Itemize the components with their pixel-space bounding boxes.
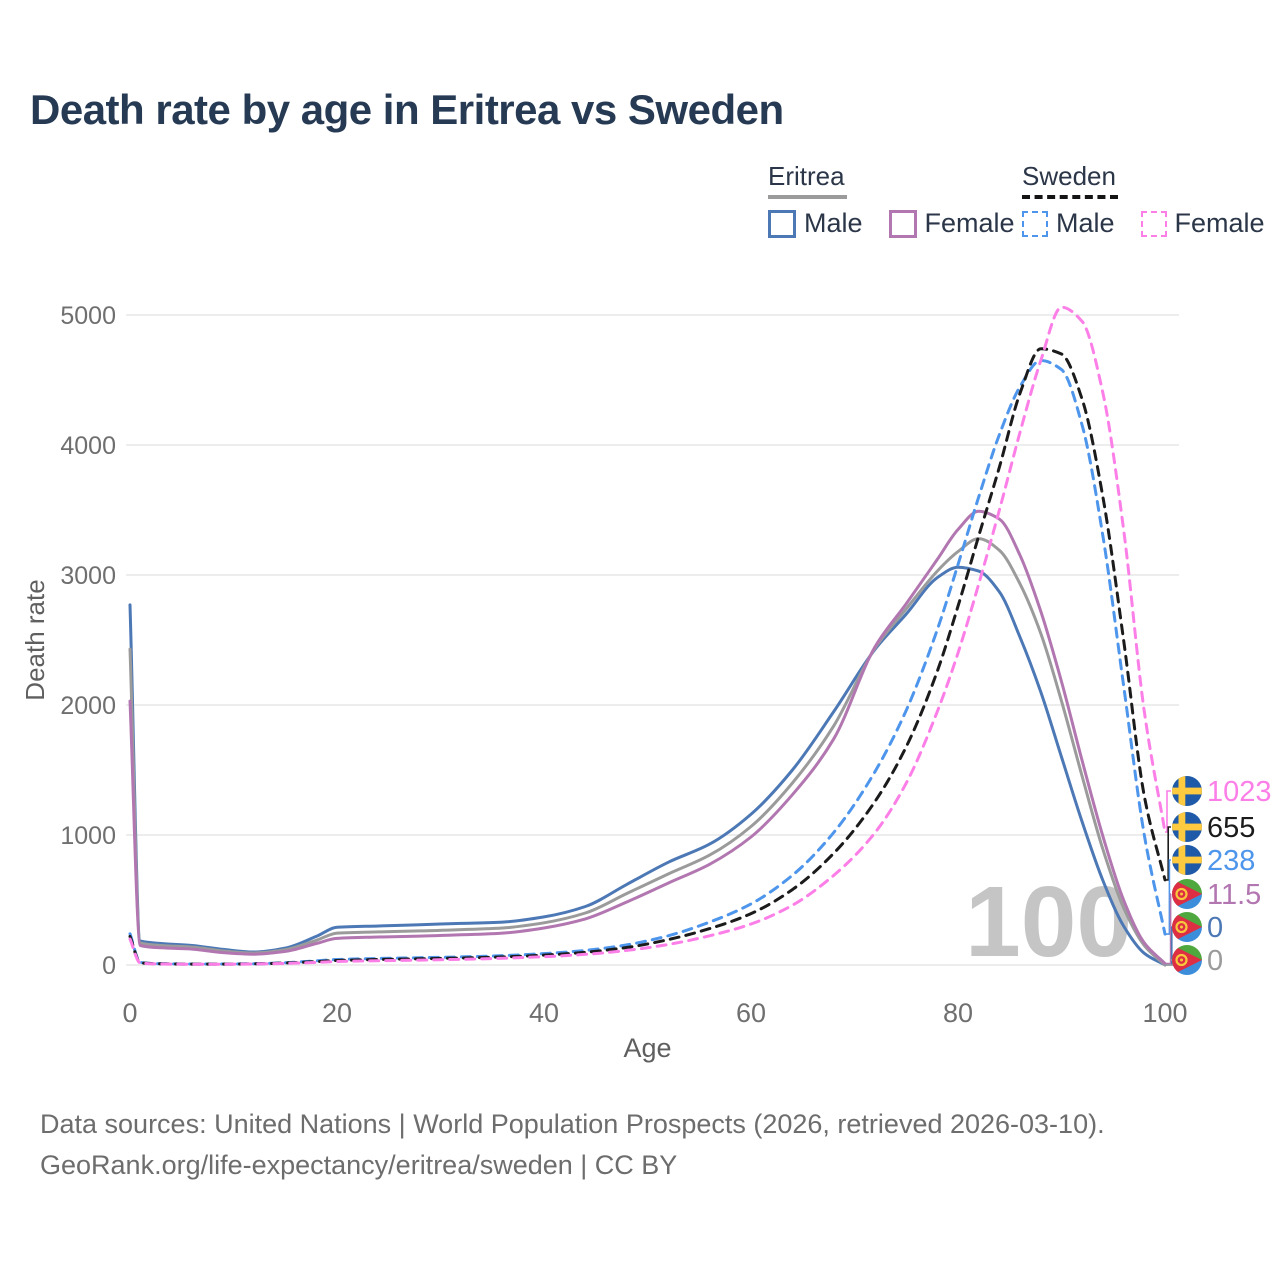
page-title: Death rate by age in Eritrea vs Sweden [30,86,784,133]
end-label-connector-sweden-female [1165,790,1171,833]
legend-eritrea-items: Male Female [768,208,1015,239]
end-label-connector-eritrea-female [1165,893,1172,965]
eritrea-female-swatch-icon [888,209,917,238]
eritrea-flag-icon [1172,945,1202,975]
y-axis-label: Death rate [20,579,50,700]
y-tick-5000: 5000 [60,302,116,330]
end-label-value: 0 [1207,912,1223,944]
x-tick-20: 20 [322,998,352,1028]
y-tick-2000: 2000 [60,692,116,720]
legend-group-sweden: Sweden Male Female [1022,161,1265,239]
end-label-value: 0 [1207,945,1223,977]
end-label-eritrea-both: 0 [1172,945,1223,977]
sweden-flag-icon [1172,812,1202,842]
end-label-sweden-both: 655 [1172,812,1255,844]
y-tick-1000: 1000 [60,822,116,850]
legend-label-eritrea-female: Female [924,208,1015,238]
end-label-connector-sweden-male [1165,859,1171,935]
sweden-male-swatch-icon [1022,210,1048,237]
legend-group-eritrea: Eritrea Male Female [768,161,1015,239]
x-tick-80: 80 [943,998,973,1028]
series-line-sweden-female [128,305,1167,966]
legend-sweden-header[interactable]: Sweden [1022,161,1118,199]
x-tick-60: 60 [736,998,766,1028]
eritrea-male-swatch-icon [768,209,796,238]
end-label-value: 238 [1207,845,1255,877]
legend-sweden-items: Male Female [1022,208,1265,239]
legend-item-eritrea-male[interactable]: Male [768,208,863,239]
series-line-eritrea-female [128,509,1167,965]
eritrea-flag-icon [1172,879,1202,909]
end-label-value: 1023 [1207,776,1272,808]
sweden-female-swatch-icon [1140,210,1167,237]
age-ticker-watermark: 100 [965,866,1132,978]
legend-label-eritrea-male: Male [804,208,863,238]
end-label-eritrea-male: 0 [1172,912,1223,944]
legend-item-eritrea-female[interactable]: Female [888,208,1015,239]
footer: Data sources: United Nations | World Pop… [40,1104,1105,1186]
x-tick-100: 100 [1142,998,1187,1028]
x-tick-40: 40 [529,998,559,1028]
sweden-flag-icon [1172,845,1202,875]
footer-attribution: GeoRank.org/life-expectancy/eritrea/swed… [40,1150,678,1180]
legend-eritrea-header[interactable]: Eritrea [768,161,847,199]
x-tick-0: 0 [122,998,137,1028]
sweden-flag-icon [1172,776,1202,806]
series-line-sweden-male [128,358,1167,966]
y-tick-0: 0 [102,952,116,980]
legend: Eritrea Male Female Sweden Male [0,0,1280,260]
end-label-eritrea-female: 11.5 [1172,879,1261,911]
end-label-connector-sweden-both [1165,826,1171,881]
series-line-sweden-both [128,347,1167,966]
eritrea-flag-icon [1172,912,1202,942]
x-axis-label: Age [623,1033,671,1063]
legend-label-sweden-male: Male [1056,208,1115,238]
end-label-value: 655 [1207,812,1255,844]
legend-label-sweden-female: Female [1174,208,1265,238]
legend-item-sweden-female[interactable]: Female [1140,208,1265,239]
y-tick-4000: 4000 [60,432,116,460]
y-tick-3000: 3000 [60,562,116,590]
end-label-sweden-male: 238 [1172,845,1255,877]
legend-item-sweden-male[interactable]: Male [1022,208,1115,239]
end-label-value: 11.5 [1207,879,1261,911]
end-label-sweden-female: 1023 [1172,776,1272,808]
footer-data-sources: Data sources: United Nations | World Pop… [40,1109,1105,1139]
